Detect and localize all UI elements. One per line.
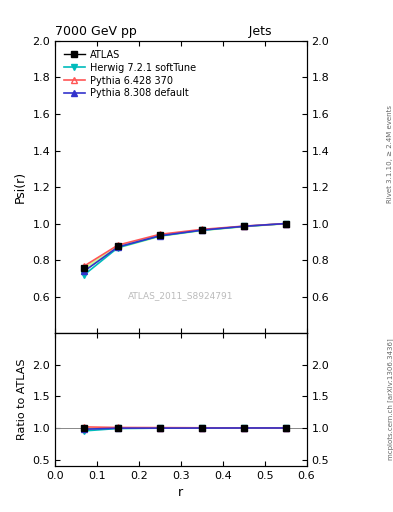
X-axis label: r: r: [178, 486, 184, 499]
Legend: ATLAS, Herwig 7.2.1 softTune, Pythia 6.428 370, Pythia 8.308 default: ATLAS, Herwig 7.2.1 softTune, Pythia 6.4…: [60, 46, 200, 102]
Text: ATLAS_2011_S8924791: ATLAS_2011_S8924791: [128, 291, 233, 300]
Text: Rivet 3.1.10, ≥ 2.4M events: Rivet 3.1.10, ≥ 2.4M events: [387, 104, 393, 203]
Text: 7000 GeV pp                            Jets: 7000 GeV pp Jets: [55, 26, 272, 38]
Y-axis label: Psi(r): Psi(r): [14, 171, 27, 203]
Y-axis label: Ratio to ATLAS: Ratio to ATLAS: [17, 359, 27, 440]
Text: mcplots.cern.ch [arXiv:1306.3436]: mcplots.cern.ch [arXiv:1306.3436]: [387, 338, 393, 460]
